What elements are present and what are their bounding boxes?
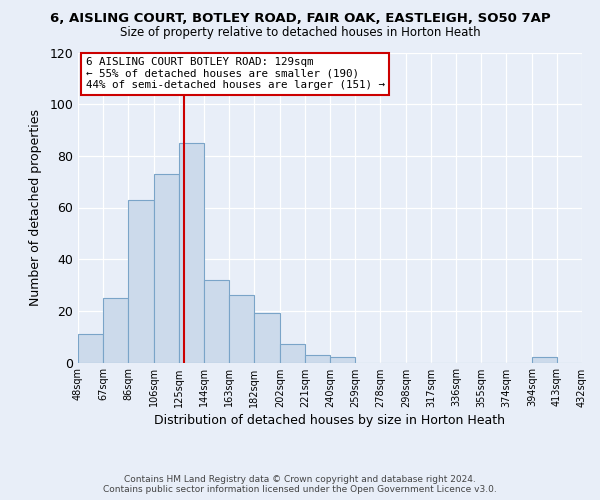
Bar xyxy=(229,296,254,362)
Bar xyxy=(103,298,128,362)
Text: Contains HM Land Registry data © Crown copyright and database right 2024.: Contains HM Land Registry data © Crown c… xyxy=(124,475,476,484)
Bar xyxy=(280,344,305,362)
Y-axis label: Number of detached properties: Number of detached properties xyxy=(29,109,43,306)
Bar xyxy=(532,358,557,362)
Bar xyxy=(78,334,103,362)
Text: 6, AISLING COURT, BOTLEY ROAD, FAIR OAK, EASTLEIGH, SO50 7AP: 6, AISLING COURT, BOTLEY ROAD, FAIR OAK,… xyxy=(50,12,550,26)
Text: 6 AISLING COURT BOTLEY ROAD: 129sqm
← 55% of detached houses are smaller (190)
4: 6 AISLING COURT BOTLEY ROAD: 129sqm ← 55… xyxy=(86,57,385,90)
Bar xyxy=(128,200,154,362)
Bar xyxy=(305,355,330,362)
Text: Contains public sector information licensed under the Open Government Licence v3: Contains public sector information licen… xyxy=(103,485,497,494)
Text: Size of property relative to detached houses in Horton Heath: Size of property relative to detached ho… xyxy=(119,26,481,39)
Bar xyxy=(179,143,204,362)
Bar xyxy=(330,358,355,362)
Bar xyxy=(254,314,280,362)
Bar xyxy=(204,280,229,362)
Bar xyxy=(154,174,179,362)
X-axis label: Distribution of detached houses by size in Horton Heath: Distribution of detached houses by size … xyxy=(155,414,505,426)
